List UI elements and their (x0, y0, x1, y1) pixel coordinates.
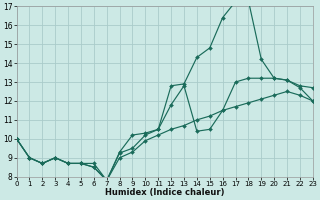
X-axis label: Humidex (Indice chaleur): Humidex (Indice chaleur) (105, 188, 224, 197)
